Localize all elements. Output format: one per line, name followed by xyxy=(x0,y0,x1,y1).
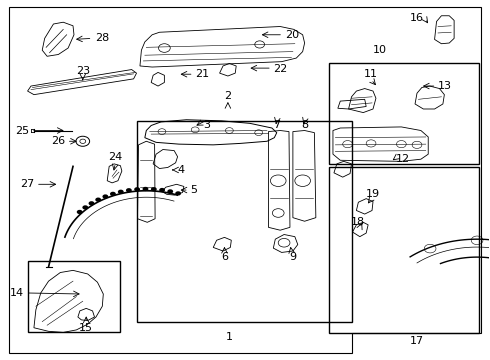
Circle shape xyxy=(143,187,148,191)
Bar xyxy=(329,63,479,164)
Text: 2: 2 xyxy=(224,91,231,101)
Text: 23: 23 xyxy=(76,66,90,76)
Text: 24: 24 xyxy=(108,152,122,162)
Text: 28: 28 xyxy=(95,33,109,43)
Circle shape xyxy=(77,210,83,214)
Circle shape xyxy=(102,194,108,199)
Circle shape xyxy=(118,190,123,194)
Circle shape xyxy=(151,187,157,192)
Text: 21: 21 xyxy=(195,69,209,79)
Text: 17: 17 xyxy=(410,336,424,346)
Text: 11: 11 xyxy=(364,69,378,79)
Circle shape xyxy=(95,198,101,202)
Text: 10: 10 xyxy=(372,45,387,55)
Text: 7: 7 xyxy=(273,120,280,130)
Bar xyxy=(27,261,121,332)
Circle shape xyxy=(89,201,95,206)
Circle shape xyxy=(126,188,132,193)
Text: 3: 3 xyxy=(203,120,210,130)
Circle shape xyxy=(110,192,116,196)
Circle shape xyxy=(159,188,165,192)
Bar xyxy=(137,121,351,321)
Text: 9: 9 xyxy=(289,252,296,262)
Text: 15: 15 xyxy=(79,323,93,333)
Text: 4: 4 xyxy=(177,165,185,175)
Text: 22: 22 xyxy=(273,64,288,74)
Text: 13: 13 xyxy=(438,81,452,91)
Circle shape xyxy=(175,191,181,195)
Circle shape xyxy=(167,189,173,194)
Text: 18: 18 xyxy=(351,217,366,227)
Circle shape xyxy=(82,205,88,210)
Circle shape xyxy=(134,187,140,192)
Text: 16: 16 xyxy=(409,13,423,23)
Text: 20: 20 xyxy=(285,30,299,40)
Text: 26: 26 xyxy=(51,136,65,146)
Text: 19: 19 xyxy=(366,189,380,199)
Text: 12: 12 xyxy=(395,154,410,164)
Bar xyxy=(329,167,479,333)
Text: 8: 8 xyxy=(301,120,308,130)
Text: 5: 5 xyxy=(190,185,197,195)
Text: 6: 6 xyxy=(221,252,228,262)
Text: 25: 25 xyxy=(15,126,29,135)
Text: 14: 14 xyxy=(10,288,24,298)
Text: 27: 27 xyxy=(20,179,34,189)
Text: 1: 1 xyxy=(226,332,233,342)
